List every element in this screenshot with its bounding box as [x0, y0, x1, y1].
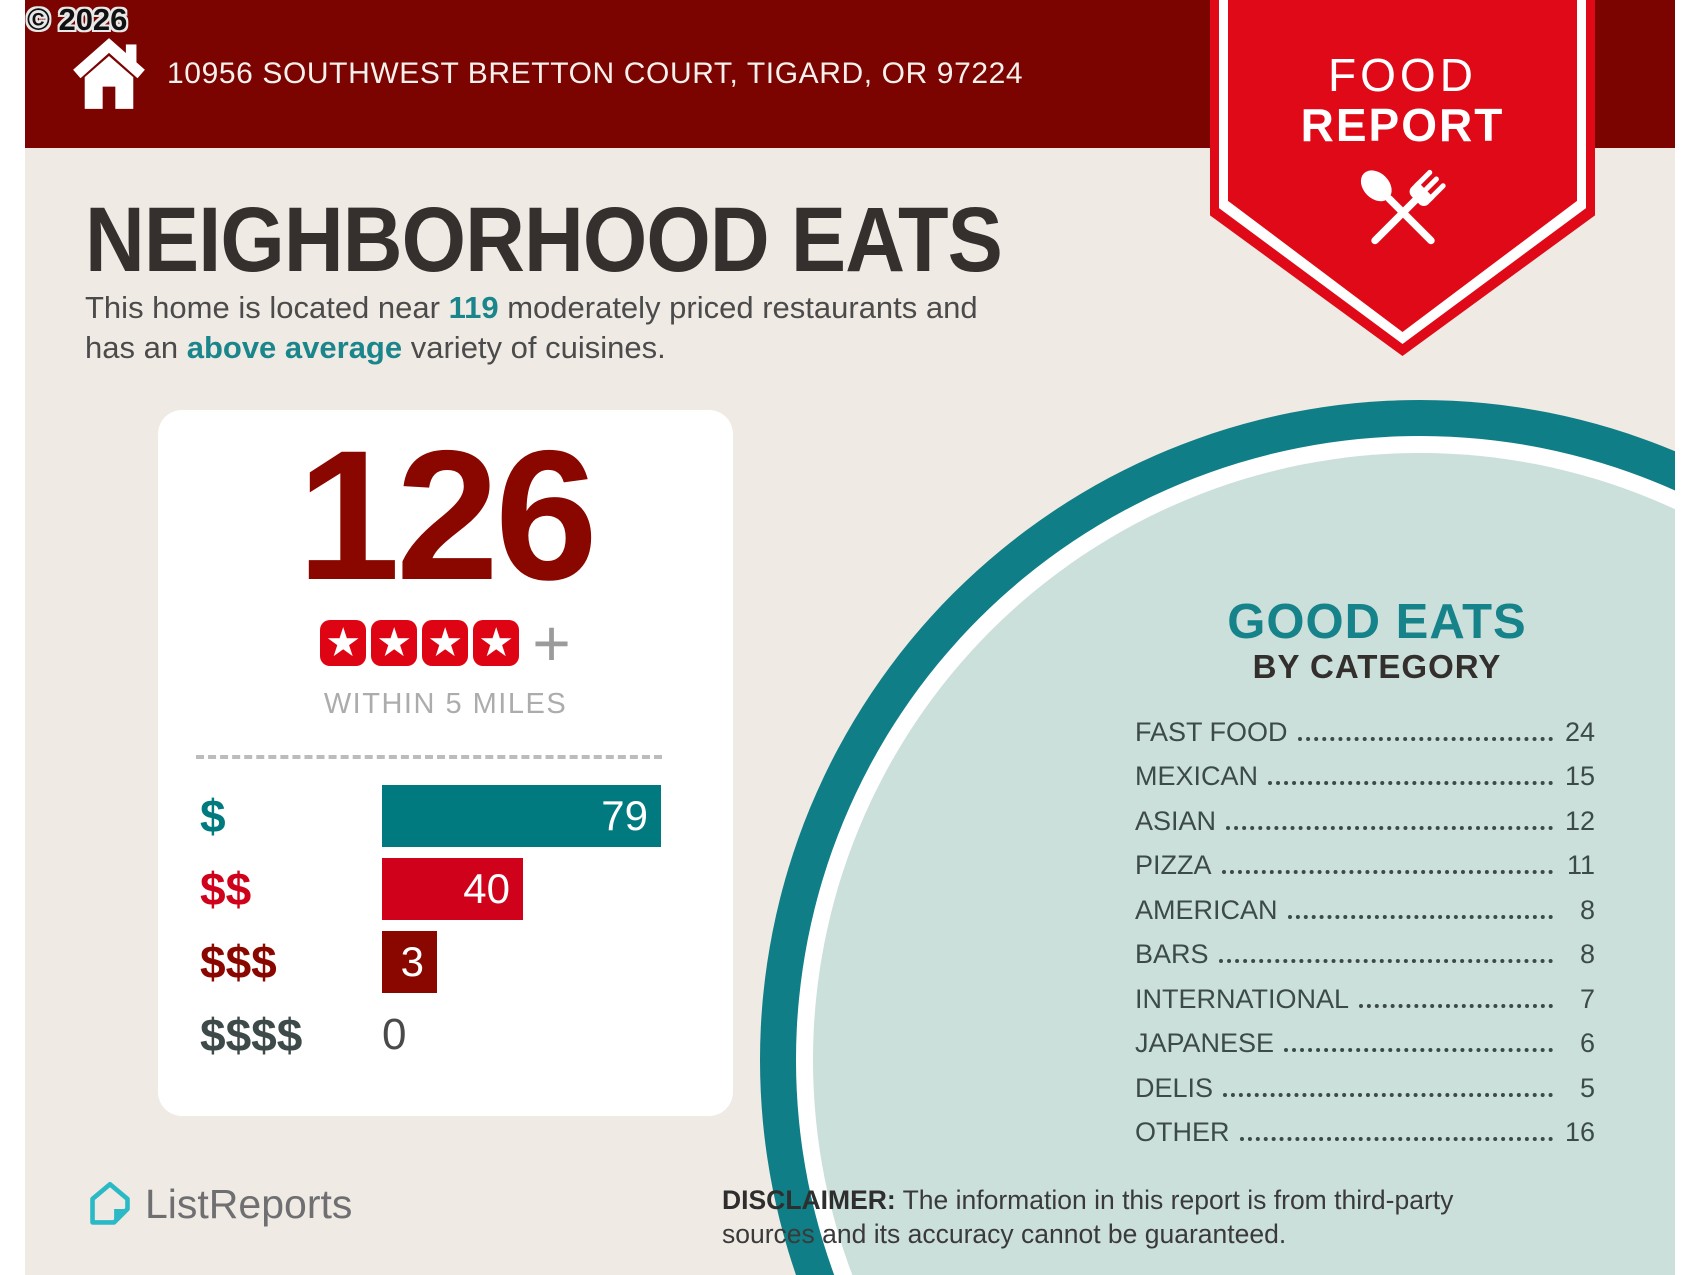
category-label: INTERNATIONAL	[1135, 983, 1350, 1014]
category-row: OTHER 16	[1135, 1110, 1595, 1155]
intro-line2-pre: has an	[85, 330, 187, 366]
dashed-divider	[196, 755, 662, 759]
intro-line1-pre: This home is located near	[85, 290, 449, 325]
house-icon	[73, 38, 145, 109]
restaurant-count: 119	[448, 290, 499, 325]
house-page-icon	[90, 1181, 130, 1225]
category-label: JAPANESE	[1135, 1028, 1275, 1058]
dotted-leader	[1221, 870, 1553, 874]
category-row: BARS 8	[1135, 932, 1595, 977]
dotted-leader	[1239, 1137, 1553, 1141]
disclaimer: DISCLAIMER: The information in this repo…	[722, 1183, 1502, 1252]
listreports-logo: ListReports	[87, 1180, 352, 1228]
price-bar-row: $$$$ 0	[158, 1004, 733, 1077]
good-eats-title: GOOD EATS	[1227, 595, 1527, 649]
dotted-leader	[1284, 1048, 1553, 1052]
dotted-leader	[1218, 959, 1553, 963]
price-value: 40	[463, 865, 510, 912]
dotted-leader	[1359, 1003, 1553, 1008]
category-list: FAST FOOD 24 MEXICAN 15 ASIAN 12 PIZZA 1…	[1135, 709, 1595, 1154]
intro-line1-post: moderately priced restaurants and	[498, 290, 978, 325]
badge-title-line2: REPORT	[1300, 99, 1505, 151]
disclaimer-label: DISCLAIMER:	[722, 1185, 896, 1215]
category-label: DELIS	[1135, 1072, 1214, 1103]
star-icon: ★	[320, 620, 367, 666]
category-row: MEXICAN 15	[1135, 754, 1595, 799]
intro-text: This home is located near 119 moderately…	[85, 288, 1135, 369]
category-row: AMERICAN 8	[1135, 887, 1595, 932]
dotted-leader	[1297, 736, 1553, 741]
category-value: 12	[1564, 805, 1595, 836]
category-value: 7	[1579, 983, 1595, 1014]
star-rating: ★ ★ ★ ★ +	[158, 606, 733, 680]
category-label: FAST FOOD	[1135, 716, 1288, 747]
price-bar-row: $ 79	[158, 785, 733, 858]
brand-name: ListReports	[145, 1180, 353, 1227]
star-icon: ★	[422, 620, 469, 666]
category-value: 24	[1564, 716, 1595, 747]
price-bar: 79	[382, 785, 661, 847]
star-icon: ★	[473, 620, 520, 666]
category-value: 15	[1564, 761, 1595, 791]
price-bar-row: $$ 40	[158, 858, 733, 931]
category-value: 5	[1579, 1072, 1595, 1103]
summary-card: 126 ★ ★ ★ ★ + WITHIN 5 MILES $ 79 $$ 40 $$$ …	[158, 410, 733, 1116]
category-label: MEXICAN	[1135, 761, 1259, 791]
category-label: ASIAN	[1135, 805, 1217, 836]
category-value: 11	[1566, 850, 1595, 880]
category-value: 8	[1579, 939, 1595, 969]
report-canvas: 10956 SOUTHWEST BRETTON COURT, TIGARD, O…	[25, 0, 1675, 1275]
price-bar: 3	[382, 931, 437, 993]
price-label: $$$	[200, 936, 277, 988]
total-restaurant-count: 126	[297, 413, 598, 619]
radius-caption: WITHIN 5 MILES	[323, 688, 568, 720]
property-address: 10956 SOUTHWEST BRETTON COURT, TIGARD, O…	[167, 57, 1024, 90]
plus-icon: +	[532, 606, 571, 680]
dotted-leader	[1223, 1092, 1553, 1097]
category-row: JAPANESE 6	[1135, 1021, 1595, 1066]
category-label: AMERICAN	[1135, 894, 1278, 925]
category-row: FAST FOOD 24	[1135, 709, 1595, 754]
category-row: INTERNATIONAL 7	[1135, 976, 1595, 1021]
food-report-badge: FOOD REPORT	[1210, 0, 1595, 356]
category-row: ASIAN 12	[1135, 798, 1595, 843]
star-icon: ★	[371, 620, 418, 666]
price-bars: $ 79 $$ 40 $$$ 3 $$$$ 0	[158, 785, 733, 1077]
price-label: $$$$	[200, 1009, 303, 1061]
category-row: PIZZA 11	[1135, 843, 1595, 888]
category-label: OTHER	[1135, 1117, 1230, 1147]
variety-highlight: above average	[186, 330, 403, 366]
price-label: $$	[200, 863, 252, 915]
good-eats-subtitle: BY CATEGORY	[1252, 648, 1502, 685]
category-value: 6	[1579, 1028, 1595, 1058]
dotted-leader	[1268, 781, 1553, 785]
crossed-spoon-fork-icon	[1360, 169, 1446, 245]
price-bar-row: $$$ 3	[158, 931, 733, 1004]
page-title: NEIGHBORHOOD EATS	[85, 189, 1003, 291]
price-bar: 40	[382, 858, 523, 920]
disclaimer-text: The information in this report is from t…	[722, 1185, 1454, 1250]
price-label: $	[200, 790, 226, 842]
category-label: BARS	[1135, 939, 1209, 969]
category-value: 8	[1579, 894, 1595, 925]
price-zero-value: 0	[382, 1010, 407, 1059]
dotted-leader	[1287, 914, 1553, 919]
badge-title-line1: FOOD	[1328, 49, 1477, 101]
dotted-leader	[1226, 825, 1553, 830]
category-value: 16	[1564, 1117, 1595, 1147]
copyright-watermark: © 2026	[27, 2, 128, 37]
price-value: 79	[601, 792, 648, 839]
intro-line2-post: variety of cuisines.	[402, 330, 666, 366]
category-label: PIZZA	[1135, 850, 1212, 880]
category-row: DELIS 5	[1135, 1065, 1595, 1110]
price-value: 3	[400, 938, 424, 985]
